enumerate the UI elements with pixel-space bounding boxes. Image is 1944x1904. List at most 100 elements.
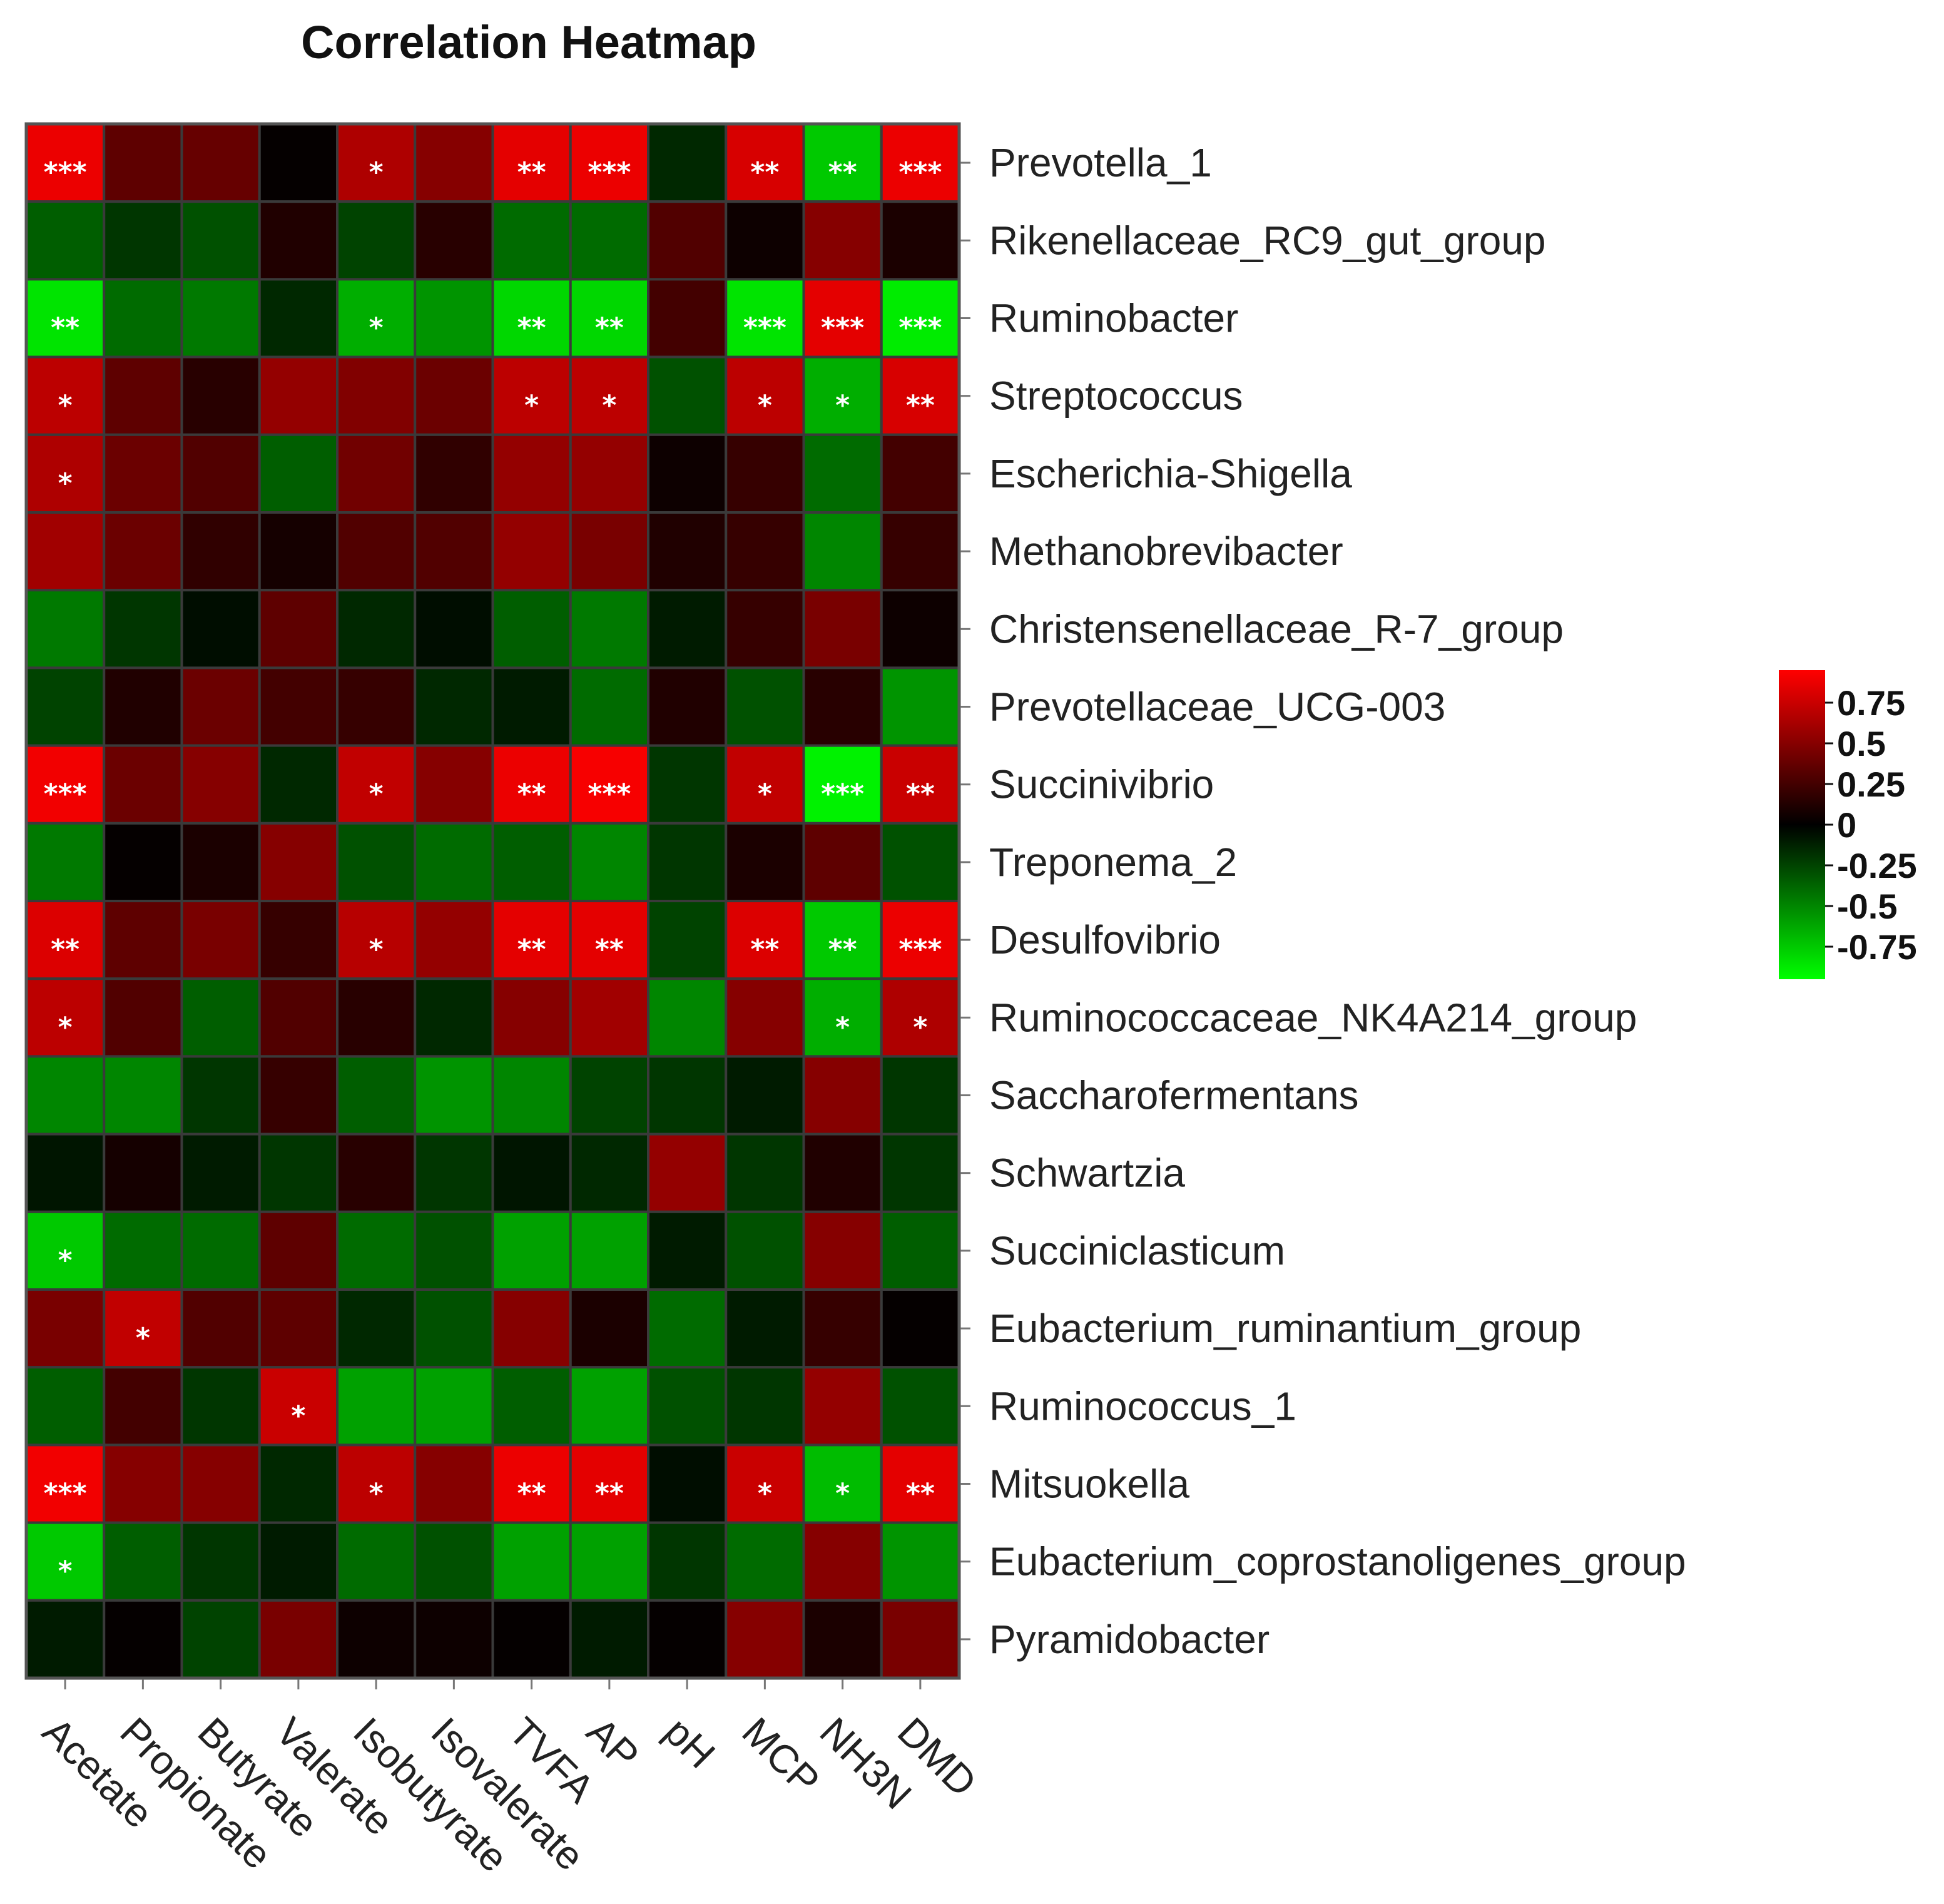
significance-mark: * [291,1400,305,1432]
heatmap-cell-Eubacterium_ruminantium_group-AP [569,1288,649,1369]
heatmap-cell-Treponema_2-MCP [725,822,805,903]
heatmap-cell-Eubacterium_ruminantium_group-MCP [725,1288,805,1369]
heatmap-cell-Treponema_2-Isovalerate [414,822,494,903]
significance-mark: ** [828,156,857,188]
heatmap-cell-Eubacterium_ruminantium_group-TVFA [491,1288,572,1369]
heatmap-cell-Schwartzia-TVFA [491,1133,572,1213]
heatmap-cell-Ruminococcus_1-Propionate [103,1366,183,1447]
heatmap-cell-Schwartzia-AP [569,1133,649,1213]
heatmap-cell-Escherichia-Shigella-Valerate [258,433,338,514]
heatmap-cell-Rikenellaceae_RC9_gut_group-pH [647,200,728,281]
heatmap-cell-Saccharofermentans-Isovalerate [414,1055,494,1136]
heatmap-cell-Rikenellaceae_RC9_gut_group-Propionate [103,200,183,281]
heatmap-cell-Escherichia-Shigella-Isovalerate [414,433,494,514]
heatmap-cell-Pyramidobacter-Acetate [25,1599,106,1680]
heatmap-cell-Methanobrevibacter-Valerate [258,511,338,592]
heatmap-cell-Desulfovibrio-TVFA [491,900,572,980]
row-label-Methanobrevibacter: Methanobrevibacter [989,529,1343,574]
significance-mark: * [369,934,384,965]
legend-tick-label: 0.25 [1837,765,1905,804]
heatmap-cell-Desulfovibrio-Propionate [103,900,183,980]
significance-marks: *** * ** *** ** ** ***** * ** ** *** *** **** * * * * ***… [44,156,942,1587]
row-label-Streptococcus: Streptococcus [989,374,1243,419]
row-label-Schwartzia: Schwartzia [989,1151,1185,1196]
heatmap-cell-Prevotellaceae_UCG-003-AP [569,666,649,747]
significance-mark: * [758,778,772,810]
heatmap-cell-Saccharofermentans-DMD [880,1055,960,1136]
legend-ticks: 0.750.50.250-0.25-0.5-0.75 [1825,683,1917,967]
heatmap-cell-Saccharofermentans-Isobutyrate [336,1055,417,1136]
heatmap-cell-Pyramidobacter-NH3N [802,1599,883,1680]
heatmap-cell-Succiniclasticum-Valerate [258,1210,338,1291]
heatmap-cell-Saccharofermentans-MCP [725,1055,805,1136]
heatmap-cell-Prevotella_1-Isovalerate [414,123,494,203]
heatmap-cell-Succinivibrio-Isovalerate [414,744,494,825]
significance-mark: * [369,156,384,188]
heatmap-cell-Streptococcus-pH [647,355,728,436]
heatmap-cell-Ruminococcaceae_NK4A214_group-Acetate [25,977,106,1058]
significance-mark: ** [595,934,624,965]
heatmap-cell-Prevotella_1-Propionate [103,123,183,203]
row-label-Succiniclasticum: Succiniclasticum [989,1228,1285,1273]
significance-mark: ** [517,156,546,188]
heatmap-cell-Saccharofermentans-Butyrate [180,1055,261,1136]
heatmap-cell-Succinivibrio-Propionate [103,744,183,825]
heatmap-cell-Mitsuokella-pH [647,1443,728,1524]
heatmap-cell-Prevotella_1-Valerate [258,123,338,203]
heatmap-cell-Christensenellaceae_R-7_group-AP [569,589,649,669]
heatmap-cell-Schwartzia-NH3N [802,1133,883,1213]
heatmap-cell-Methanobrevibacter-DMD [880,511,960,592]
heatmap-cell-Ruminococcus_1-NH3N [802,1366,883,1447]
heatmap-cell-Escherichia-Shigella-pH [647,433,728,514]
row-label-Ruminococcus_1: Ruminococcus_1 [989,1383,1296,1428]
row-label-Eubacterium_ruminantium_group: Eubacterium_ruminantium_group [989,1306,1581,1351]
heatmap-cell-Ruminococcus_1-Isovalerate [414,1366,494,1447]
heatmap-cell-Schwartzia-MCP [725,1133,805,1213]
heatmap-cell-Ruminococcus_1-Butyrate [180,1366,261,1447]
heatmap-cell-Succiniclasticum-Propionate [103,1210,183,1291]
heatmap-cell-Rikenellaceae_RC9_gut_group-DMD [880,200,960,281]
heatmap-cell-Pyramidobacter-Isovalerate [414,1599,494,1680]
heatmap-cell-Ruminococcus_1-Acetate [25,1366,106,1447]
heatmap-cell-Streptococcus-DMD [880,355,960,436]
heatmap-cell-Succiniclasticum-Isobutyrate [336,1210,417,1291]
heatmap-cell-Mitsuokella-MCP [725,1443,805,1524]
heatmap-cell-Eubacterium_ruminantium_group-Acetate [25,1288,106,1369]
significance-mark: * [835,390,850,422]
heatmap-cell-Desulfovibrio-Valerate [258,900,338,980]
significance-mark: * [136,1322,150,1354]
heatmap-cell-Pyramidobacter-Valerate [258,1599,338,1680]
significance-mark: ** [906,390,935,422]
significance-mark: ** [906,1478,935,1510]
column-axis: AcetatePropionateButyrateValerateIsobuty… [34,1679,985,1881]
heatmap-cell-Escherichia-Shigella-MCP [725,433,805,514]
significance-mark: ** [51,934,79,965]
legend-colorbar [1779,670,1825,979]
heatmap-cell-Succiniclasticum-Isovalerate [414,1210,494,1291]
heatmap-cell-Schwartzia-Isobutyrate [336,1133,417,1213]
heatmap-cell-Ruminobacter-Valerate [258,278,338,359]
heatmap-cell-Ruminococcus_1-MCP [725,1366,805,1447]
heatmap-cell-Prevotellaceae_UCG-003-MCP [725,666,805,747]
row-label-Prevotella_1: Prevotella_1 [989,140,1212,185]
heatmap-cell-Escherichia-Shigella-Butyrate [180,433,261,514]
significance-mark: * [835,1011,850,1043]
heatmap-cells [24,122,961,1680]
heatmap-cell-Treponema_2-Acetate [25,822,106,903]
column-label-MCP: MCP [733,1709,828,1803]
significance-mark: * [369,778,384,810]
heatmap-cell-Methanobrevibacter-Acetate [25,511,106,592]
heatmap-cell-Prevotellaceae_UCG-003-pH [647,666,728,747]
heatmap-cell-Rikenellaceae_RC9_gut_group-Acetate [25,200,106,281]
significance-mark: * [913,1011,927,1043]
heatmap-cell-Eubacterium_coprostanoligenes_group-TVFA [491,1521,572,1602]
heatmap-cell-Prevotellaceae_UCG-003-NH3N [802,666,883,747]
heatmap-cell-Christensenellaceae_R-7_group-NH3N [802,589,883,669]
heatmap-cell-Escherichia-Shigella-TVFA [491,433,572,514]
heatmap-cell-Saccharofermentans-AP [569,1055,649,1136]
heatmap-cell-Streptococcus-AP [569,355,649,436]
row-label-Rikenellaceae_RC9_gut_group: Rikenellaceae_RC9_gut_group [989,218,1546,263]
heatmap-cell-Methanobrevibacter-MCP [725,511,805,592]
heatmap-cell-Ruminococcus_1-DMD [880,1366,960,1447]
heatmap-cell-Succiniclasticum-AP [569,1210,649,1291]
